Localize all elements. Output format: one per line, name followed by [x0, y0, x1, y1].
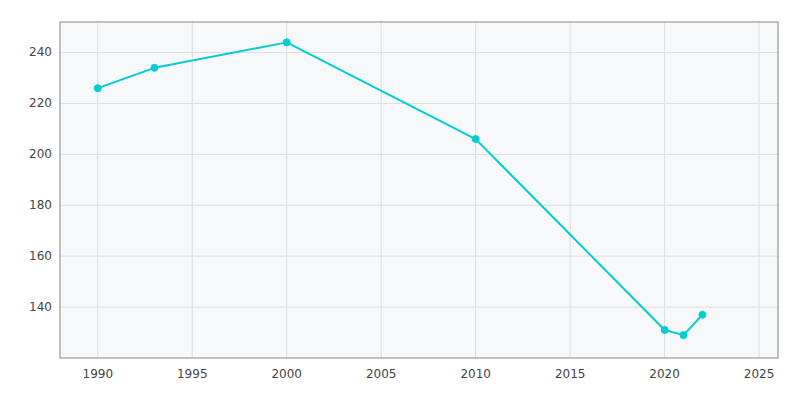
- point: [699, 311, 706, 318]
- plot-frame: [60, 22, 778, 358]
- point: [151, 64, 158, 71]
- x-tick-label: 2000: [271, 367, 302, 381]
- grid-line-x: [97, 22, 98, 358]
- chart-container: 140 160 180 200 220 240 1990 1995 2000 2005 2010 20…: [0, 0, 800, 400]
- x-tick-label: 2020: [649, 367, 680, 381]
- x-tick-label: 1995: [177, 367, 208, 381]
- grid-line-x: [570, 22, 571, 358]
- y-tick-label: 160: [29, 249, 52, 263]
- x-tick-label: 2010: [460, 367, 491, 381]
- y-tick-label: 220: [29, 96, 52, 110]
- grid-line-y: [60, 307, 778, 308]
- grid-line-y: [60, 52, 778, 53]
- y-tick-label: 180: [29, 198, 52, 212]
- grid-line-y: [60, 154, 778, 155]
- plot-area: [60, 22, 778, 358]
- tick-labels: 140 160 180 200 220 240 1990 1995 2000 2005 2010 20…: [29, 45, 774, 381]
- grid-line-y: [60, 103, 778, 104]
- line: [98, 42, 703, 335]
- grid-line-x: [192, 22, 193, 358]
- chart-svg: 140 160 180 200 220 240 1990 1995 2000 2005 2010 20…: [0, 0, 800, 400]
- x-tick-label: 1990: [83, 367, 114, 381]
- grid: [60, 22, 778, 358]
- point: [472, 136, 479, 143]
- y-tick-label: 240: [29, 45, 52, 59]
- y-tick-label: 140: [29, 300, 52, 314]
- y-tick-label: 200: [29, 147, 52, 161]
- point: [680, 332, 687, 339]
- x-tick-label: 2025: [744, 367, 775, 381]
- x-tick-label: 2015: [555, 367, 586, 381]
- grid-line-y: [60, 205, 778, 206]
- grid-line-x: [381, 22, 382, 358]
- point: [94, 85, 101, 92]
- grid-line-x: [664, 22, 665, 358]
- x-tick-label: 2005: [366, 367, 397, 381]
- point: [283, 39, 290, 46]
- point: [661, 327, 668, 334]
- grid-line-x: [286, 22, 287, 358]
- series: [94, 39, 706, 339]
- grid-line-x: [759, 22, 760, 358]
- grid-line-y: [60, 256, 778, 257]
- grid-line-x: [475, 22, 476, 358]
